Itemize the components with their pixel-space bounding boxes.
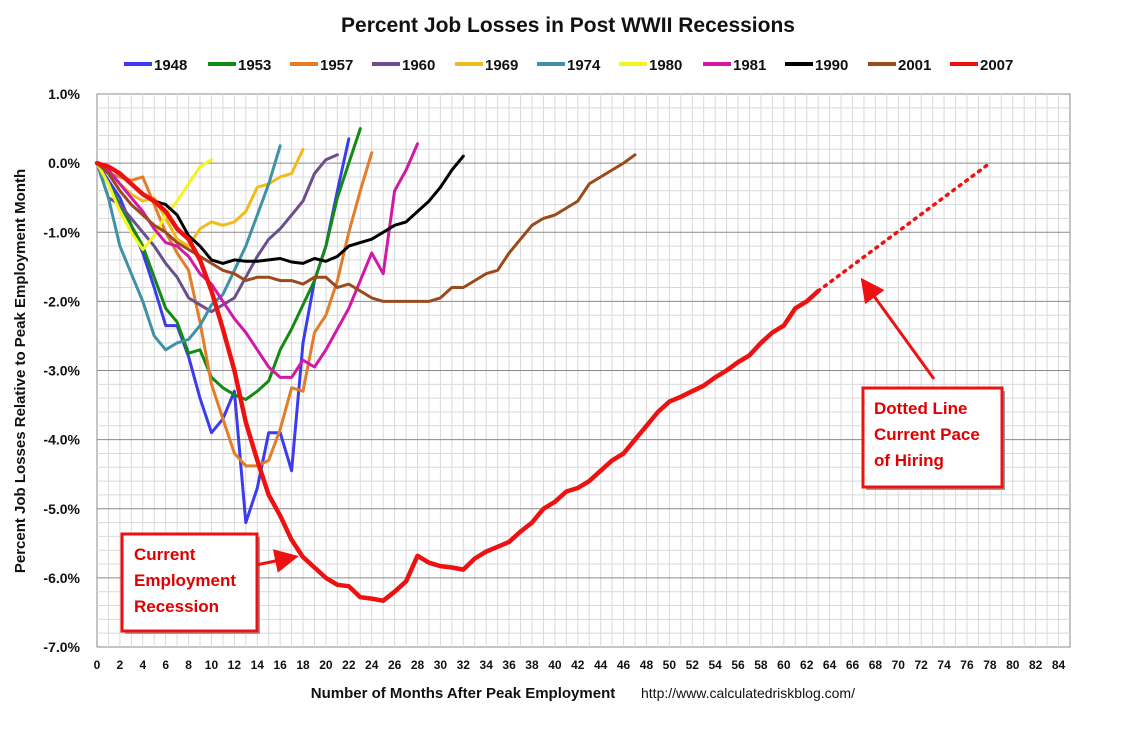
x-tick-label: 20 [319, 658, 333, 672]
grid [97, 94, 1070, 647]
x-tick-label: 14 [251, 658, 265, 672]
x-tick-label: 22 [342, 658, 356, 672]
x-tick-label: 54 [708, 658, 722, 672]
chart-title: Percent Job Losses in Post WWII Recessio… [341, 14, 795, 37]
y-tick-label: 1.0% [48, 86, 80, 102]
x-tick-label: 64 [823, 658, 837, 672]
x-tick-label: 58 [754, 658, 768, 672]
x-tick-label: 70 [892, 658, 906, 672]
legend-label: 1960 [402, 57, 435, 74]
x-tick-label: 42 [571, 658, 585, 672]
legend-label: 1980 [649, 57, 682, 74]
x-tick-label: 28 [411, 658, 425, 672]
y-tick-label: -4.0% [43, 432, 80, 448]
x-tick-label: 24 [365, 658, 379, 672]
x-tick-label: 0 [94, 658, 101, 672]
series-lines [94, 127, 992, 603]
x-tick-label: 12 [228, 658, 242, 672]
y-tick-label: -3.0% [43, 363, 80, 379]
series-line-2001 [95, 153, 637, 303]
x-tick-label: 38 [525, 658, 539, 672]
y-tick-labels: 1.0% 0.0% -1.0% -2.0% -3.0% -4.0% -5.0% -6.0% -7… [43, 86, 80, 655]
x-tick-label: 4 [139, 658, 146, 672]
callout-text: Dotted Line [874, 399, 968, 418]
y-tick-label: -6.0% [43, 570, 80, 586]
series-line-1957 [95, 151, 374, 468]
x-tick-label: 62 [800, 658, 814, 672]
x-tick-label: 66 [846, 658, 860, 672]
callout-arrow-current [255, 549, 299, 573]
x-tick-label: 26 [388, 658, 402, 672]
callout-text: Current [134, 545, 196, 564]
source-url: http://www.calculatedriskblog.com/ [641, 685, 855, 701]
x-tick-label: 10 [205, 658, 219, 672]
series-line-1953 [95, 127, 362, 401]
callout-arrow-dotted [860, 277, 936, 380]
legend-label: 1969 [485, 57, 518, 74]
callout-text: Current Pace [874, 425, 980, 444]
y-axis-label: Percent Job Losses Relative to Peak Empl… [12, 169, 29, 573]
y-tick-label: -5.0% [43, 501, 80, 517]
x-tick-label: 80 [1006, 658, 1020, 672]
x-tick-label: 8 [185, 658, 192, 672]
callout-text: Recession [134, 597, 219, 616]
callout-box-current [120, 532, 259, 633]
x-tick-label: 40 [548, 658, 562, 672]
y-tick-label: 0.0% [48, 155, 80, 171]
x-tick-label: 30 [434, 658, 448, 672]
legend-label: 1948 [154, 57, 187, 74]
x-tick-label: 48 [640, 658, 654, 672]
series-line-1974 [95, 144, 282, 352]
x-tick-label: 2 [117, 658, 124, 672]
annotations: Current Employment Recession Dotted Line Cur… [120, 277, 1005, 634]
y-tick-label: -7.0% [43, 639, 80, 655]
callout-text: Employment [134, 571, 236, 590]
x-tick-label: 72 [915, 658, 929, 672]
x-tick-label: 74 [937, 658, 951, 672]
x-tick-label: 46 [617, 658, 631, 672]
x-tick-label: 32 [457, 658, 471, 672]
x-tick-label: 18 [296, 658, 310, 672]
x-tick-label: 68 [869, 658, 883, 672]
series-line-1980 [95, 158, 213, 251]
x-tick-label: 78 [983, 658, 997, 672]
y-tick-label: -1.0% [43, 224, 80, 240]
legend-label: 1957 [320, 57, 353, 74]
legend: 1948 1953 1957 1960 1969 1974 1980 1981 1990 2001… [124, 57, 1013, 74]
callout-text: of Hiring [874, 451, 944, 470]
legend-label: 2001 [898, 57, 931, 74]
legend-label: 1981 [733, 57, 766, 74]
legend-label: 2007 [980, 57, 1013, 74]
series-line-2007 [94, 160, 821, 603]
x-tick-label: 52 [686, 658, 700, 672]
legend-label: 1990 [815, 57, 848, 74]
x-tick-label: 6 [162, 658, 169, 672]
x-tick-labels: 0 2 4 6 8 10 12 14 16 18 20 22 24 26 28 30 32 34 36 38 40 42 4… [94, 658, 1066, 672]
projection-dotted-line [816, 161, 992, 293]
legend-label: 1974 [567, 57, 601, 74]
x-tick-label: 84 [1052, 658, 1066, 672]
x-tick-label: 34 [480, 658, 494, 672]
x-tick-label: 36 [502, 658, 516, 672]
y-tick-label: -2.0% [43, 293, 80, 309]
x-tick-label: 60 [777, 658, 791, 672]
x-tick-label: 44 [594, 658, 608, 672]
x-tick-label: 16 [273, 658, 287, 672]
x-tick-label: 50 [663, 658, 677, 672]
callout-box-dotted [861, 386, 1004, 489]
x-tick-label: 56 [731, 658, 745, 672]
x-tick-label: 82 [1029, 658, 1043, 672]
x-tick-label: 76 [960, 658, 974, 672]
x-axis-label: Number of Months After Peak Employment [311, 685, 615, 702]
legend-label: 1953 [238, 57, 271, 74]
